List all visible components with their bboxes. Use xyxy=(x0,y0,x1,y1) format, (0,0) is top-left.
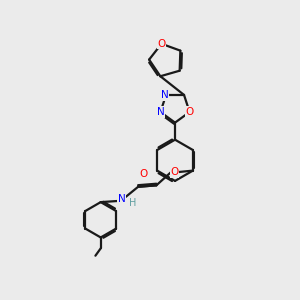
Text: O: O xyxy=(158,39,166,49)
Text: N: N xyxy=(157,107,164,117)
Text: O: O xyxy=(170,167,179,177)
Text: N: N xyxy=(161,90,168,100)
Text: N: N xyxy=(118,194,126,204)
Text: O: O xyxy=(139,169,148,178)
Text: H: H xyxy=(129,198,137,208)
Text: O: O xyxy=(185,107,194,117)
